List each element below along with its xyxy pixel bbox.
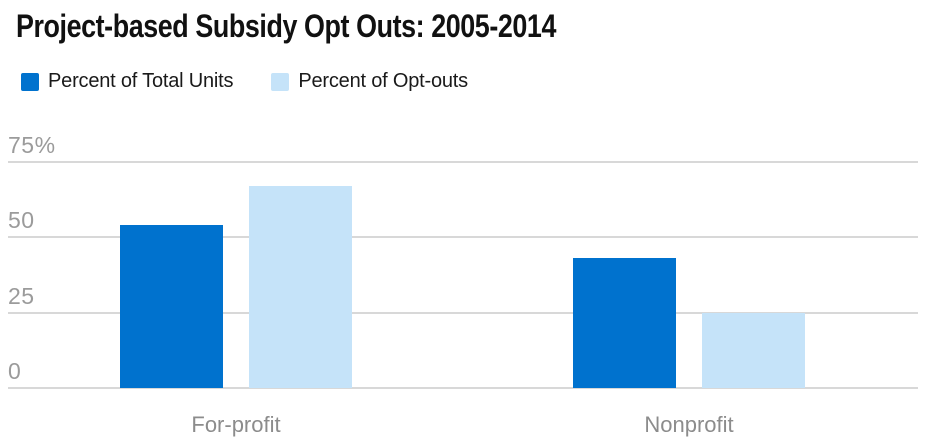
legend-label-total-units: Percent of Total Units xyxy=(48,70,234,92)
x-axis-category-label-for-profit: For-profit xyxy=(191,412,281,437)
x-axis-category-label-nonprofit: Nonprofit xyxy=(644,412,734,437)
y-axis-tick-label-0: 0 xyxy=(8,358,22,384)
legend-label-opt-outs: Percent of Opt-outs xyxy=(298,70,468,92)
legend-item-total-units: Percent of Total Units xyxy=(21,70,234,93)
y-axis-tick-label-75: 75% xyxy=(8,132,56,158)
legend-swatch-total-units-icon xyxy=(21,72,39,91)
gridline-25 xyxy=(8,311,918,314)
bar-for-profit-percent-of-opt-outs xyxy=(249,186,352,388)
bar-nonprofit-percent-of-opt-outs xyxy=(702,312,805,388)
gridline-0 xyxy=(8,387,918,389)
gridline-50 xyxy=(8,236,918,239)
gridline-75 xyxy=(8,161,918,163)
bar-nonprofit-percent-of-total-units xyxy=(573,258,676,388)
legend: Percent of Total Units Percent of Opt-ou… xyxy=(21,70,468,93)
y-axis-tick-label-25: 25 xyxy=(8,282,35,309)
chart-title: Project-based Subsidy Opt Outs: 2005-201… xyxy=(16,8,556,44)
y-axis-tick-label-50: 50 xyxy=(8,207,35,234)
bar-for-profit-percent-of-total-units xyxy=(120,225,223,388)
legend-swatch-opt-outs-icon xyxy=(271,72,290,91)
legend-item-opt-outs: Percent of Opt-outs xyxy=(271,70,468,93)
